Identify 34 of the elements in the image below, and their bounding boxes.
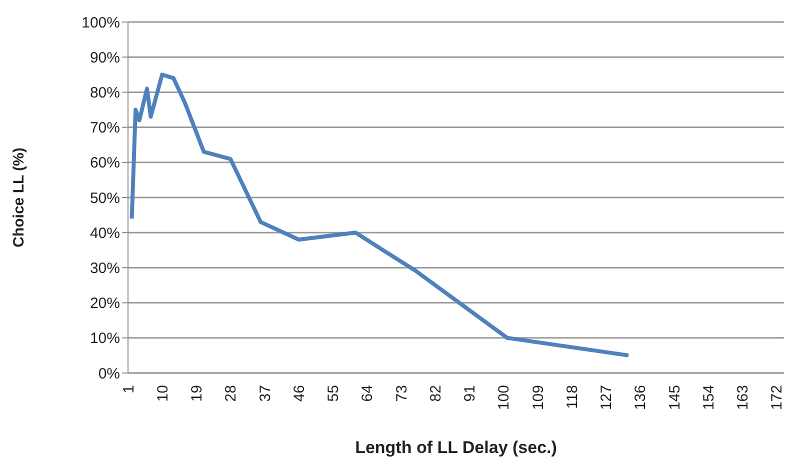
y-tick-label: 60%: [90, 154, 120, 172]
x-tick-label: 100: [496, 385, 513, 410]
x-tick-label: 163: [734, 385, 752, 410]
x-tick-label: 91: [462, 385, 479, 402]
x-tick-label: 10: [154, 385, 172, 402]
x-tick-label: 37: [256, 385, 274, 402]
x-tick-label: 55: [325, 385, 342, 402]
y-tick-label: 30%: [90, 260, 120, 278]
y-tick-label: 20%: [90, 295, 120, 312]
x-tick-label: 154: [700, 385, 718, 410]
x-tick-label: 46: [290, 385, 308, 402]
y-axis-title: Choice LL (%): [10, 148, 28, 248]
x-tick-label: 109: [530, 385, 547, 410]
x-tick-label: 145: [666, 385, 684, 410]
line-series: [130, 72, 631, 358]
x-tick-label: 64: [359, 385, 376, 402]
y-tick-label: 10%: [90, 330, 120, 348]
x-tick-label: 28: [222, 385, 240, 402]
y-tick-label: 80%: [90, 84, 120, 102]
y-tick-label: 0%: [98, 365, 120, 382]
x-tick-label: 19: [188, 385, 206, 402]
y-tick-label: 100%: [82, 14, 120, 32]
x-tick-label: 172: [768, 385, 786, 410]
x-tick-label: 73: [393, 385, 410, 402]
x-axis-title: Length of LL Delay (sec.): [355, 438, 557, 457]
x-tick-label: 82: [427, 385, 444, 402]
x-tick-label: 1: [120, 385, 138, 394]
x-tick-label: 118: [564, 385, 581, 409]
x-tick-label: 136: [632, 385, 650, 410]
y-tick-label: 40%: [90, 224, 120, 242]
y-tick-label: 70%: [90, 120, 120, 137]
y-tick-label: 90%: [90, 49, 120, 66]
y-tick-label: 50%: [90, 190, 120, 207]
x-tick-label: 127: [598, 385, 616, 410]
